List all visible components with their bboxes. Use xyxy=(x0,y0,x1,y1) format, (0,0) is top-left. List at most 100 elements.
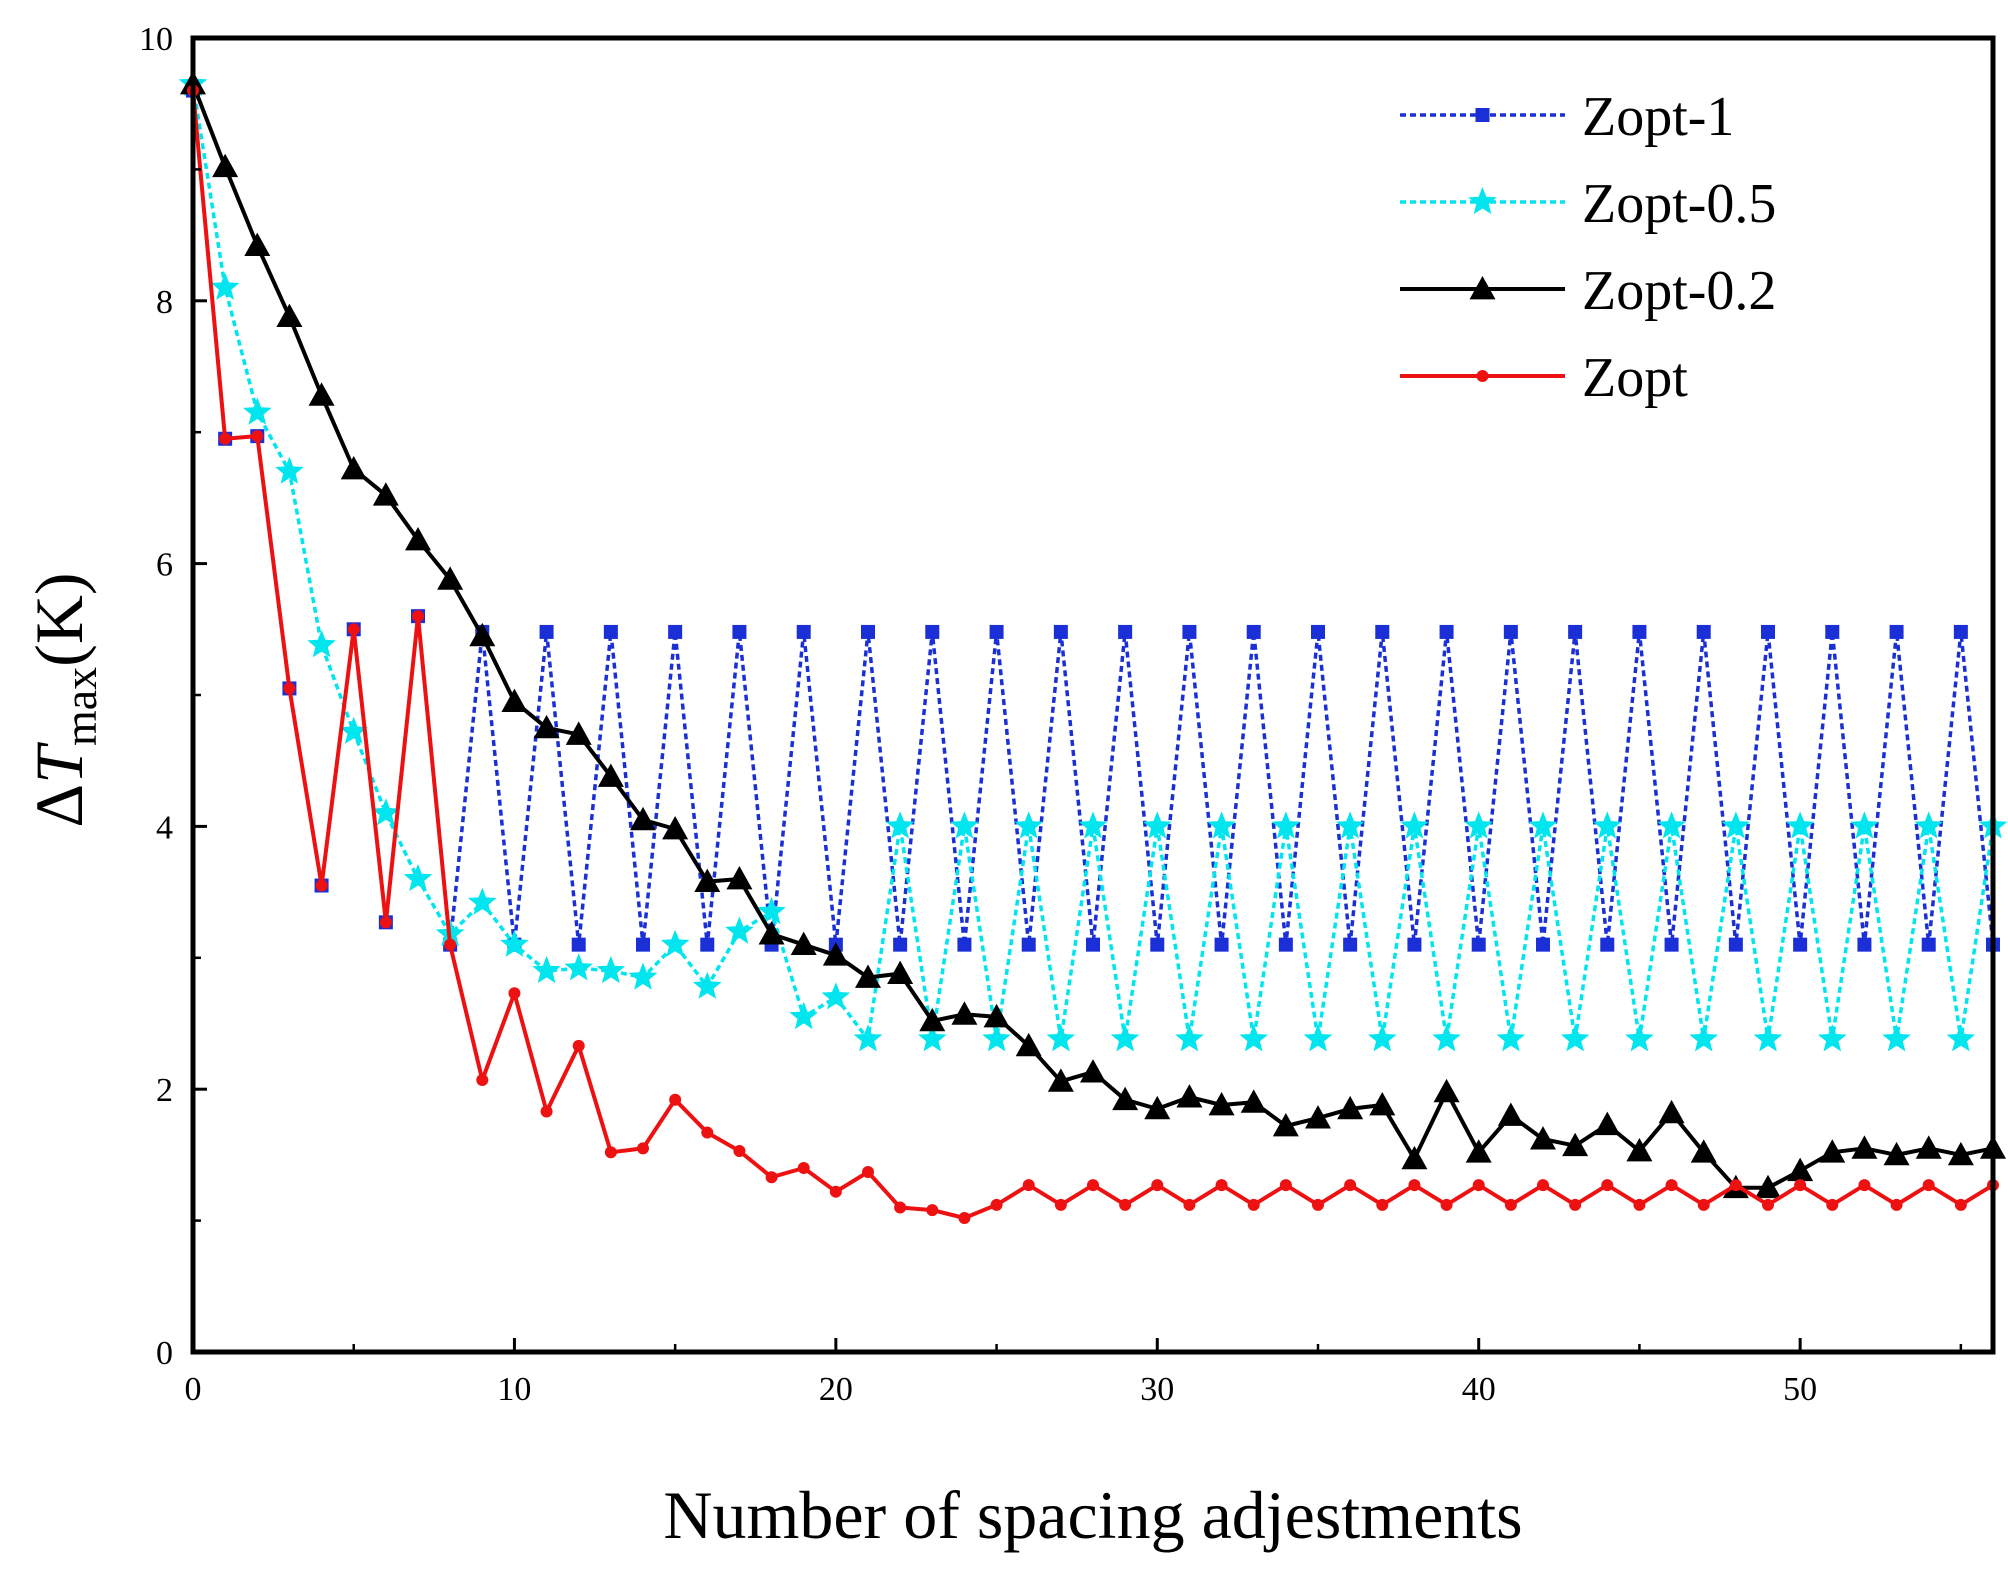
data-point-zopt-1 xyxy=(1953,624,1968,639)
data-point-zopt xyxy=(637,1142,649,1155)
data-point-zopt xyxy=(1826,1198,1839,1211)
data-point-zopt-1 xyxy=(925,624,940,639)
data-point-zopt xyxy=(476,1074,489,1087)
data-point-zopt-1 xyxy=(1214,937,1229,952)
data-point-zopt-1 xyxy=(989,624,1004,639)
data-point-zopt-0-5 xyxy=(1368,1024,1397,1052)
data-point-zopt-0-5 xyxy=(307,630,336,658)
data-point-zopt-1 xyxy=(1536,937,1550,952)
data-point-zopt xyxy=(219,432,232,445)
data-point-zopt xyxy=(1054,1198,1067,1211)
series-line-zopt-0-2 xyxy=(191,83,1994,1190)
data-point-zopt-0-5 xyxy=(1078,811,1108,839)
data-point-zopt xyxy=(926,1204,939,1217)
data-point-zopt-0-2 xyxy=(1626,1137,1653,1162)
plot-frame xyxy=(190,35,1996,1355)
data-point-zopt-1 xyxy=(1600,937,1615,952)
series-layer xyxy=(178,69,2008,1224)
data-point-zopt-0-2 xyxy=(887,960,914,984)
data-point-zopt-0-5 xyxy=(1785,811,1815,839)
legend-label-zopt-0-2: Zopt-0.2 xyxy=(1582,260,1776,322)
data-point-zopt-0-5 xyxy=(1528,811,1558,839)
data-point-zopt-1 xyxy=(861,624,875,639)
data-point-zopt xyxy=(1376,1198,1389,1211)
data-point-zopt xyxy=(1087,1179,1099,1192)
data-point-zopt-1 xyxy=(1696,624,1711,639)
x-tick-label: 10 xyxy=(497,1371,531,1408)
data-point-zopt-0-5 xyxy=(210,272,240,300)
data-point-zopt xyxy=(829,1185,842,1198)
data-point-zopt-0-2 xyxy=(694,868,721,892)
data-point-zopt-0-5 xyxy=(564,953,593,981)
data-point-zopt-0-5 xyxy=(950,811,979,839)
x-tick-label: 0 xyxy=(185,1371,202,1408)
data-point-zopt-0-2 xyxy=(405,526,431,551)
data-point-zopt-0-2 xyxy=(951,1001,978,1025)
y-tick-label: 8 xyxy=(156,284,173,321)
legend-marker-zopt-0-2 xyxy=(1469,276,1496,300)
data-point-zopt-0-5 xyxy=(403,864,433,892)
x-tick-label: 40 xyxy=(1462,1371,1496,1408)
data-point-zopt-0-5 xyxy=(1850,811,1879,839)
data-point-zopt-0-2 xyxy=(1208,1091,1235,1116)
data-point-zopt-0-2 xyxy=(1883,1141,1910,1166)
data-point-zopt xyxy=(1408,1179,1421,1192)
data-point-zopt xyxy=(283,682,296,695)
data-point-zopt xyxy=(1312,1198,1324,1211)
data-point-zopt-0-5 xyxy=(1335,811,1365,839)
x-axis-title: Number of spacing adjestments xyxy=(663,1477,1522,1553)
data-point-zopt xyxy=(347,623,360,636)
y-axis-title-symbol: T xyxy=(21,742,97,784)
data-point-zopt xyxy=(1151,1179,1164,1192)
data-point-zopt xyxy=(1440,1198,1453,1211)
legend-marker-zopt xyxy=(1476,370,1489,382)
data-point-zopt-0-2 xyxy=(758,921,785,945)
data-point-zopt-0-2 xyxy=(501,688,528,712)
legend-marker-zopt-0-5 xyxy=(1468,187,1497,215)
data-point-zopt xyxy=(379,916,392,929)
data-point-zopt-0-2 xyxy=(244,232,271,257)
data-point-zopt-1 xyxy=(732,624,747,639)
legend-label-zopt-1: Zopt-1 xyxy=(1582,86,1734,148)
data-point-zopt-0-5 xyxy=(243,397,272,425)
series-zopt xyxy=(187,84,1999,1224)
data-point-zopt-0-5 xyxy=(1689,1024,1718,1052)
data-point-zopt-0-5 xyxy=(468,887,497,915)
data-point-zopt xyxy=(990,1198,1003,1211)
y-tick-label: 0 xyxy=(156,1335,173,1372)
y-tick-label: 6 xyxy=(156,547,173,584)
data-point-zopt-0-5 xyxy=(1946,1024,1976,1052)
data-point-zopt xyxy=(894,1201,907,1214)
data-point-zopt xyxy=(1022,1179,1035,1192)
data-point-zopt-0-2 xyxy=(340,455,367,480)
y-axis-title-subscript: max xyxy=(55,667,106,746)
data-point-zopt-1 xyxy=(1857,937,1872,952)
data-point-zopt xyxy=(1794,1179,1807,1192)
data-point-zopt xyxy=(669,1093,682,1106)
data-point-zopt-0-2 xyxy=(565,721,592,745)
data-point-zopt-0-5 xyxy=(1143,811,1172,839)
data-point-zopt-1 xyxy=(571,937,586,952)
data-point-zopt-0-5 xyxy=(982,1024,1011,1052)
data-point-zopt-0-2 xyxy=(1787,1157,1814,1182)
data-point-zopt xyxy=(1922,1179,1935,1192)
data-point-zopt-0-5 xyxy=(1207,811,1236,839)
data-point-zopt xyxy=(1665,1179,1678,1192)
data-point-zopt-0-2 xyxy=(662,816,689,840)
data-point-zopt xyxy=(797,1162,810,1175)
data-point-zopt-1 xyxy=(893,937,908,952)
data-point-zopt-0-2 xyxy=(1433,1078,1460,1103)
data-point-zopt-0-2 xyxy=(1337,1095,1364,1120)
data-point-zopt-0-2 xyxy=(822,942,849,966)
data-point-zopt-1 xyxy=(796,624,811,639)
data-point-zopt-0-5 xyxy=(885,811,915,839)
data-point-zopt-0-2 xyxy=(1047,1068,1074,1092)
data-point-zopt-0-2 xyxy=(1594,1111,1621,1136)
data-point-zopt-0-5 xyxy=(1882,1024,1911,1052)
data-point-zopt-0-5 xyxy=(1818,1024,1847,1052)
data-point-zopt-0-5 xyxy=(371,798,401,826)
data-point-zopt-1 xyxy=(1728,937,1743,952)
data-point-zopt-0-2 xyxy=(919,1007,946,1032)
data-point-zopt-1 xyxy=(1086,937,1100,952)
data-point-zopt-0-5 xyxy=(757,896,786,924)
